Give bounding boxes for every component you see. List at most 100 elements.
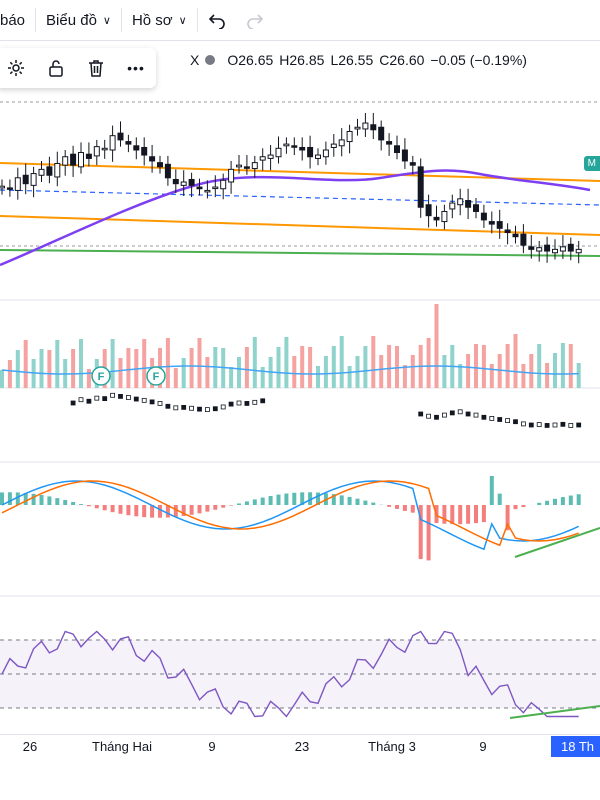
macd-histogram-bar [347, 496, 352, 505]
undo-icon [208, 14, 225, 29]
macd-histogram-bar [371, 502, 376, 505]
macd-histogram-bar [308, 492, 313, 505]
macd-histogram-bar [576, 494, 581, 505]
candle-body [78, 152, 84, 168]
macd-histogram-bar [260, 497, 265, 505]
status-dot-icon [205, 55, 216, 65]
secondary-candle [70, 400, 76, 406]
candle-body [346, 130, 353, 143]
candle-body [125, 141, 132, 145]
settings-button[interactable] [1, 53, 31, 83]
secondary-candle [181, 404, 187, 410]
candle-body [204, 189, 211, 193]
macd-histogram-bar [94, 505, 99, 509]
current-date-label: 18 Th [550, 736, 600, 757]
candle-body [433, 216, 440, 221]
macd-histogram-bar [205, 505, 210, 512]
toolbar-profile-menu[interactable]: Hồ sơ ∨ [122, 0, 197, 40]
candle-body [449, 202, 456, 210]
toolbar-chart-menu[interactable]: Biểu đồ ∨ [36, 0, 121, 40]
volume-bar [165, 338, 170, 388]
candle-body [212, 186, 219, 190]
dashed-trend-line [0, 189, 600, 206]
x-tick-label: Tháng Hai [92, 739, 152, 754]
redo-button[interactable] [236, 0, 274, 40]
candle-body [544, 244, 551, 252]
macd-histogram-bar [387, 505, 392, 507]
macd-histogram-bar [513, 505, 518, 510]
macd-histogram-bar [474, 505, 478, 524]
toolbar-separator [196, 8, 198, 32]
candle-body [338, 139, 345, 147]
volume-bar [323, 356, 328, 388]
macd-histogram-bar [276, 494, 281, 505]
signal-line [1, 480, 579, 547]
rsi-line [1, 630, 579, 718]
macd-histogram-bar [213, 505, 218, 510]
candle-body [354, 126, 361, 130]
volume-bar [142, 339, 147, 388]
undo-button[interactable] [198, 0, 236, 40]
candle-body [172, 178, 179, 185]
secondary-candle [228, 401, 234, 407]
more-button[interactable]: ••• [121, 53, 151, 83]
candle-body [14, 177, 21, 191]
secondary-candle [252, 399, 258, 405]
secondary-candle [426, 413, 432, 419]
volume-bar [505, 344, 510, 388]
secondary-candle [141, 397, 147, 403]
macd-histogram-bar [63, 499, 68, 505]
macd-histogram-bar [7, 492, 12, 505]
candle-body [188, 178, 195, 186]
volume-bar [244, 347, 249, 388]
candle-body [401, 149, 408, 162]
secondary-candle [560, 421, 566, 427]
candle-body [117, 132, 124, 141]
ohlc-low: L26.55 [330, 52, 374, 68]
symbol-fragment: X [190, 52, 200, 68]
candle-body [386, 141, 393, 145]
ohlc-change: −0.05 (−0.19%) [430, 52, 527, 68]
grid-layer [0, 101, 600, 597]
volume-bar [284, 337, 289, 388]
candle-body [291, 145, 298, 148]
secondary-candle [197, 406, 202, 412]
candle-body [465, 200, 472, 208]
volume-bar [489, 364, 494, 388]
time-axis[interactable]: 26 Tháng Hai 9 23 Tháng 3 9 [0, 734, 600, 759]
volume-bar [339, 336, 344, 388]
candle-body [85, 153, 92, 159]
toolbar-separator [120, 8, 122, 32]
candle-body [362, 122, 369, 130]
secondary-pane [70, 392, 582, 428]
volume-bar [79, 339, 83, 388]
macd-histogram-bar [426, 505, 431, 561]
macd-histogram-bar [458, 505, 463, 525]
candle-body [488, 221, 495, 225]
volume-bar [576, 363, 581, 388]
x-tick-label: 9 [208, 739, 216, 754]
volume-bar [118, 358, 123, 388]
candle-body [378, 126, 385, 141]
unlock-button[interactable] [41, 53, 71, 83]
secondary-candle [505, 418, 511, 424]
volume-bar [387, 345, 392, 388]
volume-bar [15, 350, 20, 388]
volume-bar [568, 344, 573, 388]
delete-button[interactable] [81, 53, 111, 83]
macd-histogram-bar [229, 505, 234, 506]
macd-histogram-bar [55, 498, 60, 505]
candle-body [394, 145, 400, 154]
macd-histogram-bar [339, 495, 344, 505]
volume-bar [252, 337, 257, 388]
macd-histogram-bar [252, 499, 257, 505]
toolbar-report-menu[interactable]: báo [0, 0, 35, 40]
macd-histogram-bar [86, 505, 91, 507]
top-toolbar: báo Biểu đồ ∨ Hồ sơ ∨ [0, 0, 600, 41]
macd-line [1, 480, 580, 551]
candle-body [512, 233, 519, 238]
secondary-candle [220, 404, 226, 410]
secondary-candle [212, 406, 218, 412]
secondary-candle [204, 407, 210, 413]
